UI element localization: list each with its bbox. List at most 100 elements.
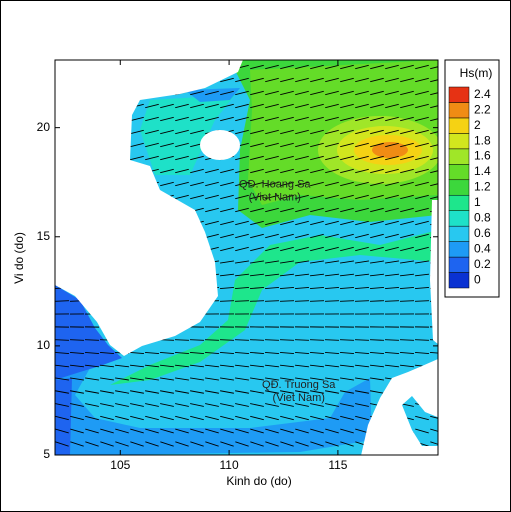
wind-arrow: [234, 300, 250, 302]
wind-arrow: [220, 207, 234, 213]
wind-arrow: [250, 220, 264, 226]
wind-arrow: [264, 300, 280, 302]
wind-arrow: [400, 155, 414, 161]
wind-arrow: [279, 339, 295, 341]
wind-arrow: [70, 428, 84, 434]
wind-arrow: [295, 142, 309, 148]
wind-arrow: [174, 339, 190, 341]
wind-arrow: [205, 194, 219, 200]
annotation: QĐ. Hoang Sa: [239, 178, 311, 190]
wind-arrow: [265, 207, 279, 213]
wind-arrow: [220, 403, 234, 407]
y-tick-label: 20: [37, 120, 51, 134]
colorbar-swatch: [448, 241, 470, 258]
wind-arrow: [280, 142, 294, 148]
wind-arrow: [235, 403, 249, 407]
wind-arrow: [219, 286, 235, 290]
wind-arrow: [340, 207, 354, 213]
wind-arrow: [175, 129, 189, 135]
wind-arrow: [399, 364, 415, 368]
wind-arrow: [415, 90, 429, 96]
wind-arrow: [205, 441, 219, 447]
wind-arrow: [415, 129, 429, 135]
wind-arrow: [324, 364, 340, 368]
wind-arrow: [414, 339, 430, 341]
wind-arrow: [355, 403, 369, 407]
wind-arrow: [309, 300, 325, 302]
wind-arrow: [430, 144, 438, 148]
wind-arrow: [340, 181, 354, 187]
wind-arrow: [430, 92, 438, 96]
wind-arrow: [355, 415, 369, 421]
colorbar-swatch: [448, 225, 470, 242]
wind-arrow: [280, 260, 294, 264]
wind-arrow: [310, 181, 324, 187]
wind-arrow: [160, 168, 174, 174]
y-tick-label: 10: [37, 338, 51, 352]
wind-arrow: [100, 415, 114, 421]
wind-arrow: [249, 351, 265, 355]
wind-arrow: [160, 415, 174, 421]
wind-arrow: [175, 155, 189, 161]
wind-arrow: [430, 105, 438, 109]
wind-arrow: [385, 246, 399, 252]
wind-arrow: [340, 155, 354, 161]
x-tick-label: 110: [220, 458, 239, 472]
wind-arrow: [99, 351, 115, 355]
wind-arrow: [190, 441, 204, 447]
colorbar-label: 0: [474, 272, 481, 286]
wind-arrow: [340, 129, 354, 135]
wind-arrow: [265, 77, 279, 83]
wind-arrow: [310, 129, 324, 135]
wind-arrow: [265, 194, 279, 200]
wind-arrow: [370, 90, 384, 96]
wind-arrow: [354, 300, 370, 302]
wind-arrow: [250, 233, 264, 239]
wind-arrow: [205, 207, 219, 213]
wind-arrow: [385, 168, 399, 174]
wind-arrow: [84, 351, 100, 355]
wind-arrow: [415, 116, 429, 122]
wind-arrow: [355, 64, 369, 70]
wind-arrow: [190, 129, 204, 135]
wind-arrow: [204, 339, 220, 341]
wind-arrow: [385, 155, 399, 161]
wind-arrow: [400, 246, 414, 252]
wind-arrow: [220, 103, 234, 109]
wind-arrow: [324, 286, 340, 290]
wind-arrow: [385, 129, 399, 135]
wind-arrow: [145, 142, 159, 148]
wind-arrow: [220, 377, 234, 381]
wind-arrow: [130, 403, 144, 407]
annotation: (Viet Nam): [273, 392, 325, 404]
wind-arrow: [430, 170, 438, 174]
colorbar-swatch: [448, 102, 470, 119]
wind-arrow: [325, 194, 339, 200]
wind-arrow: [84, 339, 100, 341]
wind-arrow: [69, 364, 85, 368]
wind-arrow: [234, 364, 250, 368]
wind-arrow: [295, 207, 309, 213]
wind-arrow: [160, 441, 174, 447]
wind-arrow: [55, 415, 69, 421]
wind-arrow: [100, 428, 114, 434]
wind-arrow: [160, 377, 174, 381]
wind-arrow: [369, 300, 385, 302]
wind-arrow: [400, 181, 414, 187]
y-axis-label: Vi do (do): [12, 232, 26, 284]
land: [430, 200, 438, 345]
wind-arrow: [280, 116, 294, 122]
wind-arrow: [265, 415, 279, 421]
wind-arrow: [175, 377, 189, 381]
wind-arrow: [295, 428, 309, 434]
wind-arrow: [280, 390, 294, 394]
wind-arrow: [325, 103, 339, 109]
wind-arrow: [295, 220, 309, 226]
wind-arrow: [250, 64, 264, 70]
wind-arrow: [324, 273, 340, 277]
wind-arrow: [294, 364, 310, 368]
wind-arrow: [370, 246, 384, 252]
wind-arrow: [325, 129, 339, 135]
annotation: QĐ. Truong Sa: [262, 379, 336, 391]
x-tick-label: 115: [328, 458, 347, 472]
